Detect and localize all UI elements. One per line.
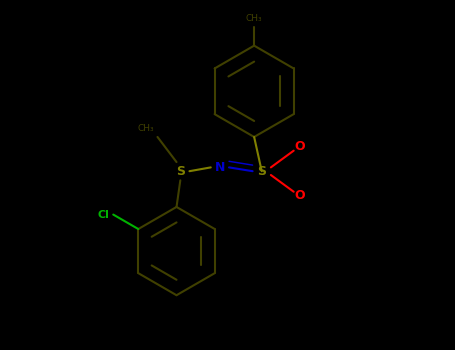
Text: O: O — [294, 140, 305, 153]
Text: S: S — [176, 165, 185, 178]
Text: N: N — [215, 161, 225, 174]
Text: S: S — [257, 165, 266, 178]
Text: Cl: Cl — [97, 210, 110, 219]
Text: CH₃: CH₃ — [137, 124, 154, 133]
Text: CH₃: CH₃ — [246, 14, 263, 23]
Text: O: O — [294, 189, 305, 202]
